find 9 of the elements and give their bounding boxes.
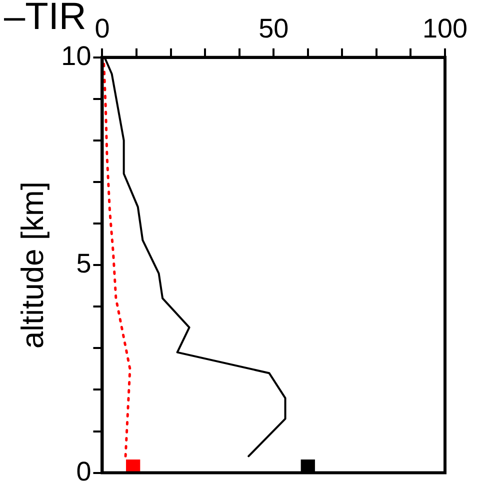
x-tick-label: 100 xyxy=(422,14,468,44)
chart-title: –TIR xyxy=(4,0,86,39)
y-tick-label: 5 xyxy=(76,248,92,279)
line-series xyxy=(102,57,132,458)
y-tick-label: 0 xyxy=(76,456,92,486)
y-axis-title: altitude [km] xyxy=(15,182,50,349)
y-tick-label: 10 xyxy=(61,40,92,71)
x-tick-label: 50 xyxy=(258,14,289,44)
x-tick-label: 0 xyxy=(94,14,110,44)
